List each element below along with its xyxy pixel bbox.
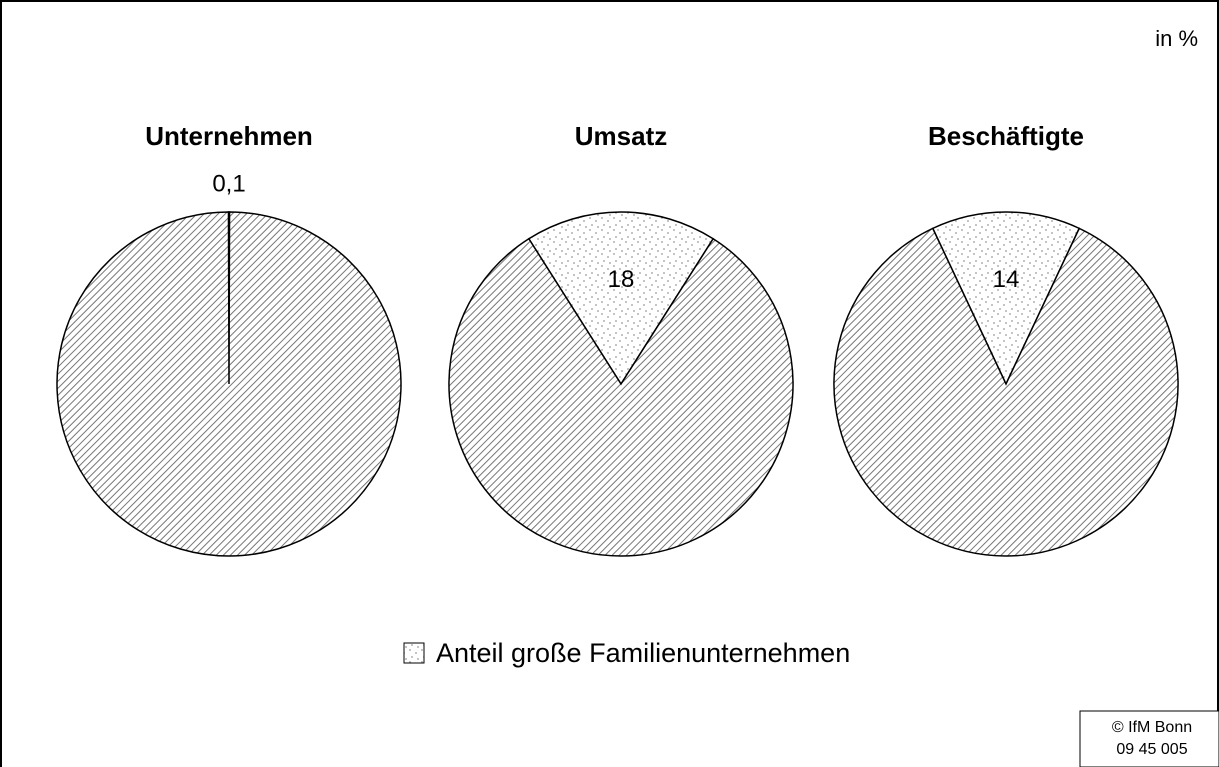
pie-slice [56, 211, 402, 557]
footer-box [1079, 710, 1219, 767]
pie-slice [527, 211, 715, 386]
footer-line: © IfM Bonn [1112, 719, 1192, 736]
unit-note: in % [1155, 26, 1198, 51]
pie-title: Umsatz [575, 121, 667, 151]
value-label: 0,1 [212, 170, 245, 197]
footer-line: 09 45 005 [1116, 741, 1187, 758]
pie-title: Unternehmen [145, 121, 313, 151]
pie-slice [833, 227, 1179, 557]
pie-slice [448, 237, 794, 557]
legend-label: Anteil große Familienunternehmen [436, 638, 850, 668]
value-label: 14 [993, 266, 1020, 293]
pie-title: Beschäftigte [928, 121, 1084, 151]
pie-slice [931, 211, 1081, 386]
value-label: 18 [608, 266, 635, 293]
legend-swatch [403, 642, 425, 664]
